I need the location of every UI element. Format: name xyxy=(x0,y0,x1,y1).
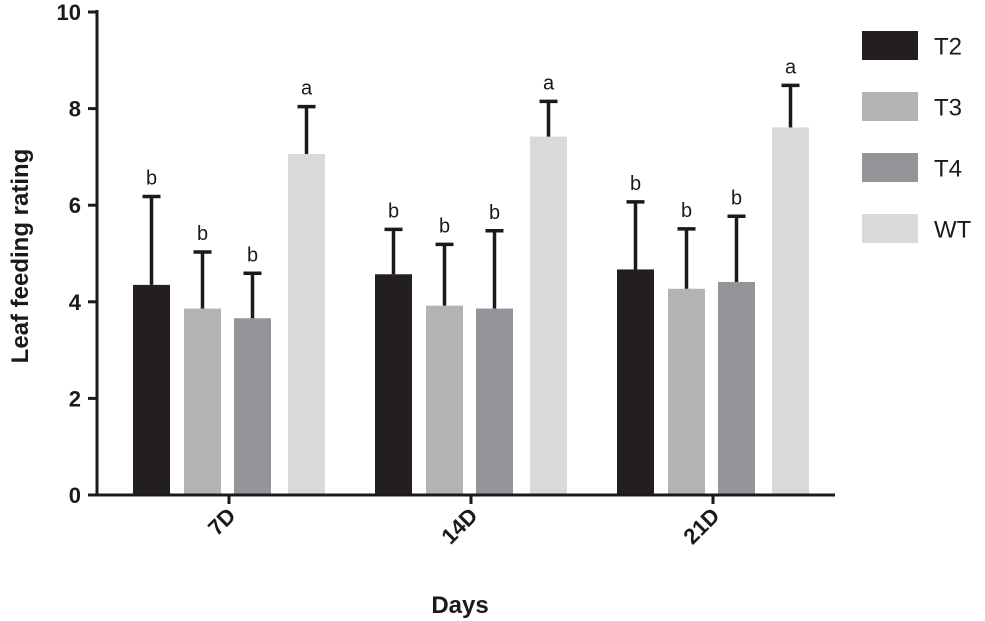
y-tick-label-8: 8 xyxy=(69,97,81,122)
x-axis-title: Days xyxy=(431,592,488,619)
bar-wt-7d xyxy=(288,154,325,495)
significance-label-t3-7d: b xyxy=(197,223,208,245)
y-tick-label-10: 10 xyxy=(57,0,81,25)
significance-label-t2-7d: b xyxy=(146,168,157,190)
bar-t3-14d xyxy=(426,305,463,495)
y-axis-title: Leaf feeding rating xyxy=(7,149,34,364)
bar-t4-21d xyxy=(718,281,755,495)
significance-label-t4-21d: b xyxy=(731,187,742,209)
x-tick-label-7d: 7D xyxy=(203,503,241,541)
significance-label-t2-14d: b xyxy=(388,200,399,222)
bar-wt-21d xyxy=(772,127,809,495)
legend-swatch-t2 xyxy=(862,31,918,60)
legend-label-t2: T2 xyxy=(934,34,962,61)
legend-swatch-t4 xyxy=(862,153,918,182)
significance-label-wt-7d: a xyxy=(301,78,313,100)
bar-t3-21d xyxy=(668,288,705,495)
significance-labels-layer: b b b a b b b a b b b a xyxy=(146,56,797,266)
legend-swatch-t3 xyxy=(862,92,918,121)
significance-label-t4-7d: b xyxy=(247,244,258,266)
legend-label-t4: T4 xyxy=(934,156,962,183)
significance-label-t2-21d: b xyxy=(630,173,641,195)
bar-t2-21d xyxy=(617,269,654,495)
bars-layer xyxy=(133,127,809,495)
significance-label-wt-14d: a xyxy=(543,72,555,94)
error-bars-layer xyxy=(142,83,800,319)
bar-wt-14d xyxy=(530,136,567,495)
bar-t4-14d xyxy=(476,308,513,495)
significance-label-t3-21d: b xyxy=(681,200,692,222)
bar-t2-14d xyxy=(375,274,412,495)
significance-label-t3-14d: b xyxy=(439,215,450,237)
legend: T2 T3 T4 WT xyxy=(862,31,972,244)
legend-label-t3: T3 xyxy=(934,95,962,122)
y-tick-label-2: 2 xyxy=(69,386,81,411)
significance-label-t4-14d: b xyxy=(489,202,500,224)
bar-t3-7d xyxy=(184,308,221,495)
y-tick-label-4: 4 xyxy=(69,290,82,315)
bar-t4-7d xyxy=(234,318,271,495)
y-tick-label-6: 6 xyxy=(69,193,81,218)
x-tick-label-14d: 14D xyxy=(436,503,482,549)
y-tick-label-0: 0 xyxy=(69,483,81,508)
legend-swatch-wt xyxy=(862,214,918,243)
legend-label-wt: WT xyxy=(934,217,972,244)
significance-label-wt-21d: a xyxy=(785,56,797,78)
bar-t2-7d xyxy=(133,284,170,495)
x-tick-label-21d: 21D xyxy=(678,503,724,549)
